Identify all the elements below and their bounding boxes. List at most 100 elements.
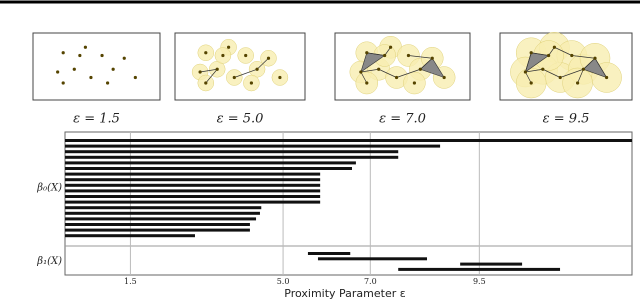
x-tick-label: 7.0	[364, 277, 377, 286]
point	[227, 45, 231, 49]
edge	[378, 68, 397, 78]
point	[576, 81, 580, 85]
edge	[525, 52, 532, 73]
barcode-bar	[65, 200, 321, 204]
edge	[571, 55, 596, 59]
point	[359, 70, 363, 74]
edge	[256, 57, 269, 70]
edge	[560, 68, 584, 78]
y-group-label: β₁(X)	[36, 256, 62, 267]
barcode-bar	[65, 234, 195, 238]
edge	[542, 68, 561, 78]
barcode-bar	[65, 189, 321, 193]
x-axis-label: Proximity Parameter ε	[284, 287, 405, 300]
point	[529, 51, 533, 55]
panel-caption: ε = 9.5	[543, 112, 590, 127]
panel-caption: ε = 7.0	[379, 112, 426, 127]
edge	[594, 58, 607, 78]
edge	[531, 52, 549, 56]
barcode-bar	[65, 161, 356, 165]
edge	[554, 46, 572, 56]
point	[558, 75, 562, 80]
panel-caption: ε = 5.0	[217, 112, 264, 127]
point	[383, 53, 387, 58]
point	[89, 75, 93, 80]
edge	[200, 68, 218, 73]
point	[61, 51, 65, 55]
edge	[366, 52, 385, 56]
edge	[384, 47, 391, 56]
point	[412, 81, 416, 85]
barcode-bar	[65, 172, 321, 176]
point	[215, 67, 219, 71]
barcode-bar	[317, 257, 428, 261]
barcode-bar	[307, 252, 351, 255]
barcode-bar	[65, 206, 262, 210]
point	[377, 67, 381, 71]
edge	[525, 68, 543, 73]
point	[389, 45, 393, 49]
point	[122, 56, 126, 60]
point	[581, 67, 586, 71]
barcode-bar	[65, 178, 321, 182]
panels	[32, 32, 633, 101]
point	[278, 75, 282, 80]
x-tick-label: 5.0	[277, 277, 290, 286]
point	[418, 67, 422, 71]
panel-frame	[32, 32, 161, 101]
barcode-bar	[65, 139, 632, 142]
point	[593, 56, 597, 60]
edge	[583, 57, 596, 70]
point	[365, 81, 369, 85]
edge	[420, 57, 433, 70]
point	[56, 70, 60, 74]
edge	[360, 68, 379, 73]
point	[605, 75, 609, 80]
barcode-bar	[65, 223, 250, 226]
edge	[408, 55, 433, 59]
point	[406, 53, 411, 58]
point	[570, 53, 574, 58]
point	[83, 45, 87, 49]
barcode-bar	[65, 155, 399, 159]
point	[529, 81, 533, 85]
edge	[548, 47, 555, 56]
point	[365, 51, 369, 55]
point	[100, 53, 104, 58]
point	[523, 70, 528, 74]
point	[266, 56, 271, 60]
point	[204, 81, 208, 85]
point	[232, 75, 236, 80]
point	[72, 67, 76, 71]
point	[244, 53, 248, 58]
point	[547, 53, 551, 58]
edge	[360, 71, 368, 84]
barcode-bar	[65, 228, 250, 232]
point	[61, 81, 65, 85]
edge	[234, 68, 258, 78]
point	[133, 75, 137, 80]
point	[111, 67, 115, 71]
barcode-bar	[65, 150, 399, 154]
point	[552, 45, 557, 49]
barcode-bar	[460, 262, 523, 266]
edge	[525, 71, 532, 84]
point	[430, 56, 434, 60]
point	[106, 81, 110, 85]
x-tick-label: 1.5	[124, 277, 137, 286]
x-tick-label: 9.5	[473, 277, 486, 286]
barcode-bar	[65, 144, 441, 148]
barcode-bar	[65, 217, 257, 221]
panel-caption: ε = 1.5	[73, 112, 120, 127]
point	[541, 67, 545, 71]
point	[204, 51, 208, 55]
point	[78, 53, 82, 58]
point	[394, 75, 399, 80]
point	[198, 70, 202, 74]
barcode-bar	[65, 211, 260, 215]
barcode-bar	[65, 195, 321, 198]
point	[249, 81, 253, 85]
edge	[205, 69, 218, 84]
y-group-label: β₀(X)	[36, 183, 62, 194]
